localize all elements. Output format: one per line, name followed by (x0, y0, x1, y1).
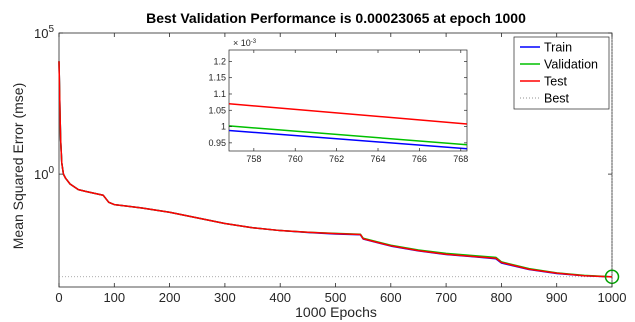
x-tick-label: 900 (546, 290, 568, 305)
inset-y-tick-label: 1.1 (213, 89, 226, 99)
y-tick-exponent: 0 (48, 165, 54, 176)
x-tick-label: 700 (435, 290, 457, 305)
inset-line-test (228, 103, 468, 125)
y-tick-exponent: 5 (48, 24, 54, 35)
inset-y-tick-label: 1.15 (208, 73, 226, 83)
x-tick-label: 600 (380, 290, 402, 305)
x-tick-label: 500 (325, 290, 347, 305)
inset-plot: 758 760 762 764 766 768 0.95 1 1.05 1.1 1.15 1.2 × 1… (208, 38, 468, 164)
inset-y-tick-label: 1.2 (213, 56, 226, 66)
y-tick-label: 100 (34, 165, 54, 182)
x-tick-label: 300 (214, 290, 236, 305)
x-tick-label: 1000 (598, 290, 627, 305)
y-axis-label: Mean Squared Error (mse) (10, 83, 26, 250)
x-tick-label: 100 (103, 290, 125, 305)
inset-y-tick-label: 1.05 (208, 105, 226, 115)
inset-y-tick-label: 1 (221, 122, 226, 132)
inset-line-validation (228, 125, 468, 146)
chart-title: Best Validation Performance is 0.0002306… (146, 10, 526, 26)
x-tick-label: 200 (159, 290, 181, 305)
inset-line-train (228, 129, 468, 150)
inset-x-tick-label: 764 (370, 154, 385, 164)
y-tick-base: 10 (34, 26, 48, 41)
x-tick-label: 800 (491, 290, 513, 305)
x-tick-label: 0 (55, 290, 62, 305)
inset-multiplier-base: × 10 (233, 38, 251, 48)
legend-label-validation: Validation (544, 58, 598, 72)
legend-label-train: Train (544, 41, 572, 55)
inset-x-tick-label: 762 (329, 154, 344, 164)
y-tick-base: 10 (34, 167, 48, 182)
inset-x-tick-label: 768 (453, 154, 468, 164)
inset-y-multiplier: × 10-3 (233, 38, 257, 48)
inset-y-tick-label: 0.95 (208, 138, 226, 148)
legend-label-best: Best (544, 92, 570, 106)
y-tick-label: 105 (34, 24, 54, 41)
inset-x-tick-label: 760 (288, 154, 303, 164)
legend-box (513, 36, 610, 110)
inset-multiplier-exponent: -3 (251, 39, 257, 45)
inset-x-tick-label: 758 (246, 154, 261, 164)
legend: Train Validation Test Best (513, 36, 610, 110)
legend-label-test: Test (544, 75, 567, 89)
x-tick-label: 400 (269, 290, 291, 305)
inset-x-tick-label: 766 (412, 154, 427, 164)
series-line-test (58, 61, 613, 278)
x-axis-label: 1000 Epochs (295, 304, 377, 320)
